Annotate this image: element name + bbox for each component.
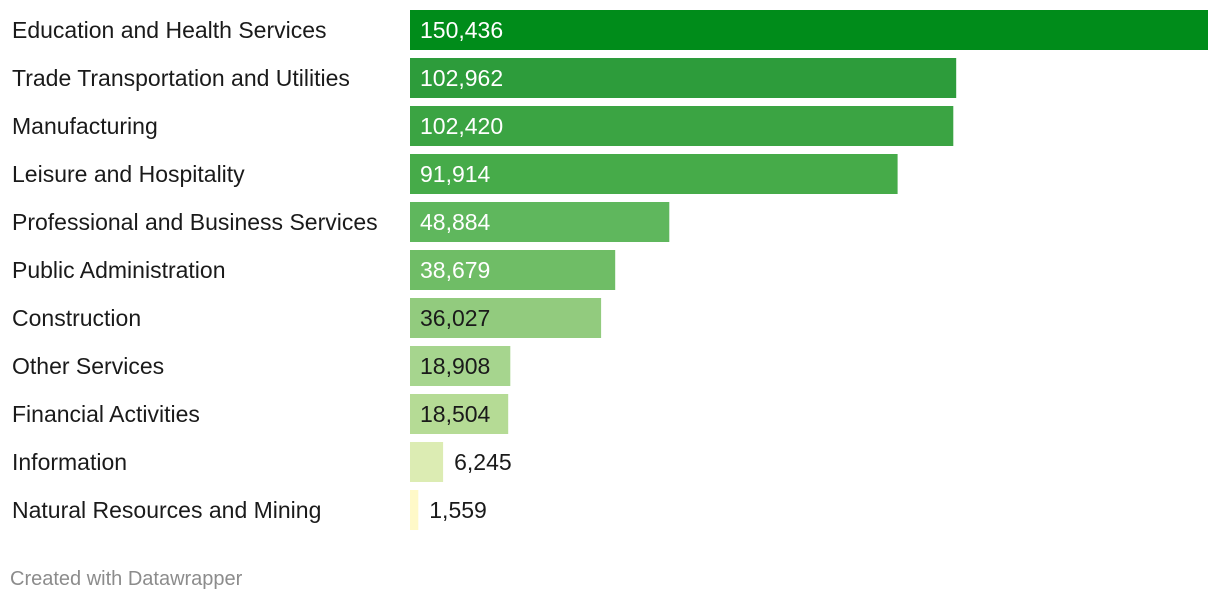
value-label: 18,908 bbox=[420, 353, 490, 379]
value-label: 6,245 bbox=[454, 449, 512, 475]
bar-row-education-and-health-services: Education and Health Services 150,436 bbox=[12, 10, 1208, 50]
category-label: Other Services bbox=[12, 353, 164, 379]
category-label: Manufacturing bbox=[12, 113, 158, 139]
value-label: 102,962 bbox=[420, 65, 503, 91]
category-label: Leisure and Hospitality bbox=[12, 161, 245, 187]
bar-manufacturing bbox=[410, 106, 954, 146]
bar-row-construction: Construction 36,027 bbox=[12, 298, 602, 338]
value-label: 102,420 bbox=[420, 113, 503, 139]
value-label: 18,504 bbox=[420, 401, 491, 427]
datawrapper-credit[interactable]: Created with Datawrapper bbox=[10, 568, 243, 590]
bar-chart: Education and Health Services 150,436 Trad… bbox=[12, 10, 1208, 530]
value-label: 91,914 bbox=[420, 161, 491, 187]
category-label: Trade Transportation and Utilities bbox=[12, 65, 350, 91]
category-label: Natural Resources and Mining bbox=[12, 497, 321, 523]
bar-leisure-and-hospitality bbox=[410, 154, 898, 194]
bar-education-and-health-services bbox=[410, 10, 1208, 50]
bar-row-financial-activities: Financial Activities 18,504 bbox=[12, 394, 509, 434]
bar-natural-resources-and-mining bbox=[410, 490, 419, 530]
value-label: 150,436 bbox=[420, 17, 503, 43]
value-label: 36,027 bbox=[420, 305, 490, 331]
category-label: Education and Health Services bbox=[12, 17, 327, 43]
category-label: Information bbox=[12, 449, 127, 475]
bar-row-manufacturing: Manufacturing 102,420 bbox=[12, 106, 954, 146]
bar-professional-and-business-services bbox=[410, 202, 670, 242]
bar-other-services bbox=[410, 346, 511, 386]
category-label: Construction bbox=[12, 305, 141, 331]
bar-public-administration bbox=[410, 250, 616, 290]
category-label: Public Administration bbox=[12, 257, 226, 283]
bar-construction bbox=[410, 298, 602, 338]
bar-trade-transportation-and-utilities bbox=[410, 58, 957, 98]
bar-row-information: Information 6,245 bbox=[12, 442, 512, 482]
bar-row-public-administration: Public Administration 38,679 bbox=[12, 250, 616, 290]
bar-row-other-services: Other Services 18,908 bbox=[12, 346, 511, 386]
category-label: Professional and Business Services bbox=[12, 209, 378, 235]
bar-row-natural-resources-and-mining: Natural Resources and Mining 1,559 bbox=[12, 490, 487, 530]
value-label: 48,884 bbox=[420, 209, 491, 235]
bar-information bbox=[410, 442, 444, 482]
bar-row-trade-transportation-and-utilities: Trade Transportation and Utilities 102,96… bbox=[12, 58, 957, 98]
value-label: 1,559 bbox=[429, 497, 487, 523]
bar-row-leisure-and-hospitality: Leisure and Hospitality 91,914 bbox=[12, 154, 898, 194]
bar-financial-activities bbox=[410, 394, 509, 434]
category-label: Financial Activities bbox=[12, 401, 200, 427]
value-label: 38,679 bbox=[420, 257, 490, 283]
bar-row-professional-and-business-services: Professional and Business Services 48,884 bbox=[12, 202, 670, 242]
